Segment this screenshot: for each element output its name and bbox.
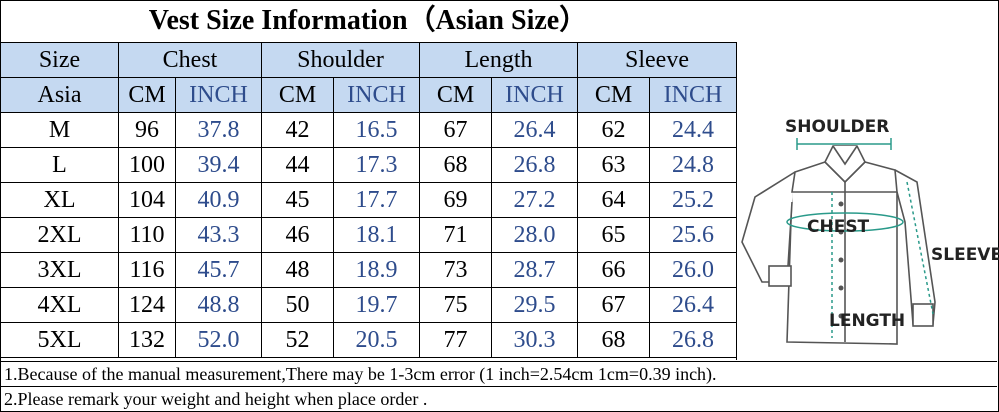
cell-chest-cm: 124 [118, 287, 176, 323]
cell-size: 5XL [0, 322, 119, 358]
cell-size: 3XL [0, 252, 119, 288]
cell-sleeve-inch: 26.0 [649, 252, 737, 288]
cell-sleeve-cm: 62 [577, 112, 650, 148]
table-row: L 100 39.4 44 17.3 68 26.8 63 24.8 [0, 147, 737, 183]
cell-chest-inch: 52.0 [175, 322, 262, 358]
note-remark-order: 2.Please remark your weight and height w… [0, 386, 997, 410]
header-chest: Chest [118, 42, 262, 78]
cell-sleeve-inch: 25.2 [649, 182, 737, 218]
diagram-label-length: LENGTH [829, 311, 905, 331]
subheader-row: Asia CM INCH CM INCH CM INCH CM INCH [0, 77, 737, 113]
cell-length-cm: 71 [419, 217, 492, 253]
cell-length-inch: 27.2 [491, 182, 578, 218]
cell-sleeve-inch: 24.4 [649, 112, 737, 148]
cell-sleeve-cm: 68 [577, 322, 650, 358]
cell-chest-cm: 96 [118, 112, 176, 148]
cell-sleeve-inch: 25.6 [649, 217, 737, 253]
cell-sleeve-cm: 63 [577, 147, 650, 183]
page-title: Vest Size Information（Asian Size） [148, 5, 588, 36]
cell-chest-cm: 116 [118, 252, 176, 288]
diagram-label-sleeve: SLEEVE [931, 245, 999, 265]
cell-sleeve-inch: 24.8 [649, 147, 737, 183]
table-row: M 96 37.8 42 16.5 67 26.4 62 24.4 [0, 112, 737, 148]
header-size: Size [0, 42, 119, 78]
cell-shoulder-inch: 19.7 [333, 287, 420, 323]
cell-chest-inch: 37.8 [175, 112, 262, 148]
cell-size: XL [0, 182, 119, 218]
subheader-length-inch: INCH [491, 77, 578, 113]
table-row: XL 104 40.9 45 17.7 69 27.2 64 25.2 [0, 182, 737, 218]
table-row: 3XL 116 45.7 48 18.9 73 28.7 66 26.0 [0, 252, 737, 288]
size-table: Size Chest Shoulder Length Sleeve Asia C… [0, 42, 737, 358]
subheader-shoulder-inch: INCH [333, 77, 420, 113]
cell-sleeve-inch: 26.8 [649, 322, 737, 358]
cell-length-inch: 26.8 [491, 147, 578, 183]
cell-sleeve-inch: 26.4 [649, 287, 737, 323]
diagram-label-chest: CHEST [807, 217, 870, 237]
cell-size: M [0, 112, 119, 148]
cell-length-cm: 69 [419, 182, 492, 218]
cell-length-inch: 26.4 [491, 112, 578, 148]
subheader-sleeve-inch: INCH [649, 77, 737, 113]
header-length: Length [419, 42, 578, 78]
table-row: 4XL 124 48.8 50 19.7 75 29.5 67 26.4 [0, 287, 737, 323]
cell-shoulder-inch: 20.5 [333, 322, 420, 358]
cell-size: L [0, 147, 119, 183]
cell-shoulder-cm: 50 [261, 287, 334, 323]
cell-length-cm: 77 [419, 322, 492, 358]
cell-size: 2XL [0, 217, 119, 253]
cell-chest-inch: 39.4 [175, 147, 262, 183]
cell-chest-inch: 48.8 [175, 287, 262, 323]
cell-sleeve-cm: 66 [577, 252, 650, 288]
subheader-chest-cm: CM [118, 77, 176, 113]
cell-size: 4XL [0, 287, 119, 323]
cell-sleeve-cm: 64 [577, 182, 650, 218]
subheader-sleeve-cm: CM [577, 77, 650, 113]
cell-shoulder-inch: 17.7 [333, 182, 420, 218]
table-row: 5XL 132 52.0 52 20.5 77 30.3 68 26.8 [0, 322, 737, 358]
cell-chest-cm: 110 [118, 217, 176, 253]
cell-shoulder-inch: 16.5 [333, 112, 420, 148]
note-measurement-error: 1.Because of the manual measurement,Ther… [0, 361, 997, 385]
shirt-measurement-diagram: SHOULDER CHEST SLEEVE LENGTH [736, 42, 999, 360]
cell-length-cm: 68 [419, 147, 492, 183]
diagram-label-shoulder: SHOULDER [785, 117, 889, 137]
table-row: 2XL 110 43.3 46 18.1 71 28.0 65 25.6 [0, 217, 737, 253]
cell-chest-inch: 43.3 [175, 217, 262, 253]
subheader-chest-inch: INCH [175, 77, 262, 113]
cell-shoulder-cm: 52 [261, 322, 334, 358]
cell-length-inch: 30.3 [491, 322, 578, 358]
cell-chest-inch: 40.9 [175, 182, 262, 218]
cell-sleeve-cm: 67 [577, 287, 650, 323]
header-sleeve: Sleeve [577, 42, 737, 78]
cell-shoulder-cm: 42 [261, 112, 334, 148]
cell-chest-cm: 132 [118, 322, 176, 358]
cell-length-cm: 67 [419, 112, 492, 148]
cell-shoulder-cm: 44 [261, 147, 334, 183]
cell-shoulder-inch: 18.9 [333, 252, 420, 288]
subheader-region: Asia [0, 77, 119, 113]
shirt-diagram-svg: SHOULDER CHEST SLEEVE LENGTH [741, 117, 999, 345]
subheader-shoulder-cm: CM [261, 77, 334, 113]
cell-length-inch: 29.5 [491, 287, 578, 323]
cell-shoulder-inch: 17.3 [333, 147, 420, 183]
cell-chest-cm: 104 [118, 182, 176, 218]
header-row: Size Chest Shoulder Length Sleeve [0, 42, 737, 78]
cell-shoulder-cm: 45 [261, 182, 334, 218]
cell-length-inch: 28.7 [491, 252, 578, 288]
subheader-length-cm: CM [419, 77, 492, 113]
cell-length-cm: 73 [419, 252, 492, 288]
cell-sleeve-cm: 65 [577, 217, 650, 253]
cell-length-cm: 75 [419, 287, 492, 323]
header-shoulder: Shoulder [261, 42, 420, 78]
cell-shoulder-inch: 18.1 [333, 217, 420, 253]
cell-chest-inch: 45.7 [175, 252, 262, 288]
cell-chest-cm: 100 [118, 147, 176, 183]
cell-length-inch: 28.0 [491, 217, 578, 253]
cell-shoulder-cm: 46 [261, 217, 334, 253]
cell-shoulder-cm: 48 [261, 252, 334, 288]
